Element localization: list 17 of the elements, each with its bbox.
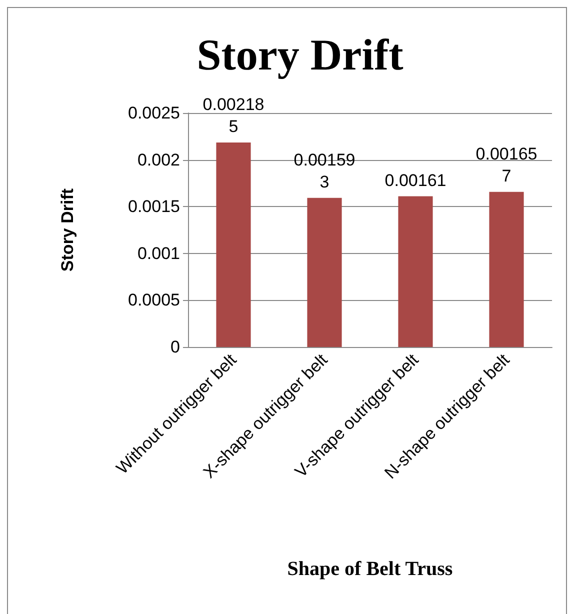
chart-title: Story Drift	[196, 30, 404, 80]
y-tick-label: 0.002	[137, 150, 180, 170]
bar	[489, 192, 524, 347]
y-tick-label: 0.0025	[128, 104, 180, 122]
bar	[216, 142, 251, 347]
y-tick-label: 0.001	[137, 244, 180, 263]
y-tick-label: 0	[170, 338, 180, 356]
y-tick-label: 0.0005	[128, 290, 180, 310]
data-label: 0.00165 7	[476, 144, 538, 186]
data-label: 0.00218 5	[202, 94, 264, 136]
x-axis-title: Shape of Belt Truss	[287, 558, 453, 580]
y-tick-label: 0.0015	[128, 197, 180, 216]
data-label: 0.00159 3	[294, 150, 356, 192]
data-label: 0.00161	[384, 170, 446, 190]
y-axis-title: Story Drift	[58, 188, 77, 272]
bar	[398, 196, 433, 347]
bar	[307, 198, 342, 347]
